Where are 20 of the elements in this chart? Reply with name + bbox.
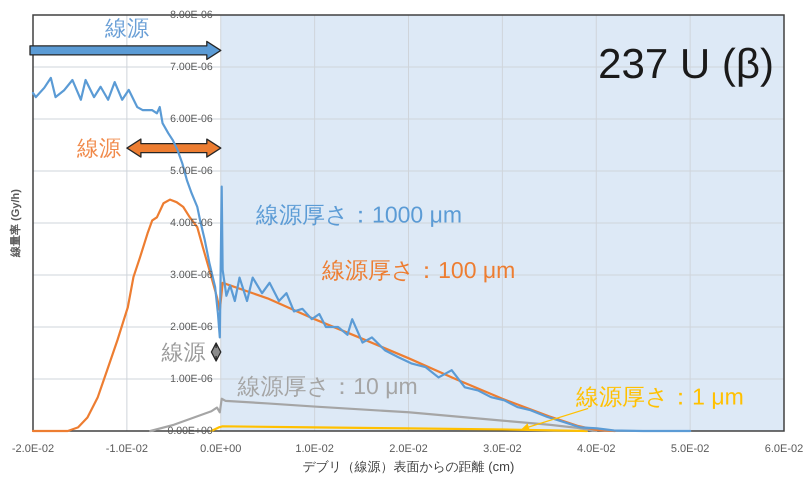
x-tick-label: 3.0E-02: [483, 443, 522, 455]
x-tick-label: 0.0E+00: [200, 443, 242, 455]
y-tick-label: 1.00E-06: [170, 373, 213, 385]
y-tick-label: 2.00E-06: [170, 321, 213, 333]
y-tick-label: 6.00E-06: [170, 113, 213, 125]
x-tick-label: 5.0E-02: [670, 443, 710, 455]
x-tick-label: 4.0E-02: [576, 443, 616, 455]
x-tick-label: 1.0E-02: [295, 443, 334, 455]
x-tick-label: 2.0E-02: [389, 443, 428, 455]
text: 237 U (β): [598, 40, 774, 87]
y-axis-title: 線量率 (Gy/h): [9, 188, 22, 258]
annotation: 線源: [76, 136, 121, 161]
annotation: 線源: [104, 15, 149, 40]
y-tick-label: 7.00E-06: [170, 61, 213, 73]
x-tick-label: -2.0E-02: [12, 443, 54, 455]
x-tick-label: -1.0E-02: [106, 443, 148, 455]
annotation: 線源厚さ：1 μm: [575, 383, 744, 410]
x-tick-label: 6.0E-02: [764, 443, 804, 455]
x-axis-title: デブリ（線源）表面からの距離 (cm): [302, 459, 514, 474]
annotation: 線源: [160, 339, 206, 364]
